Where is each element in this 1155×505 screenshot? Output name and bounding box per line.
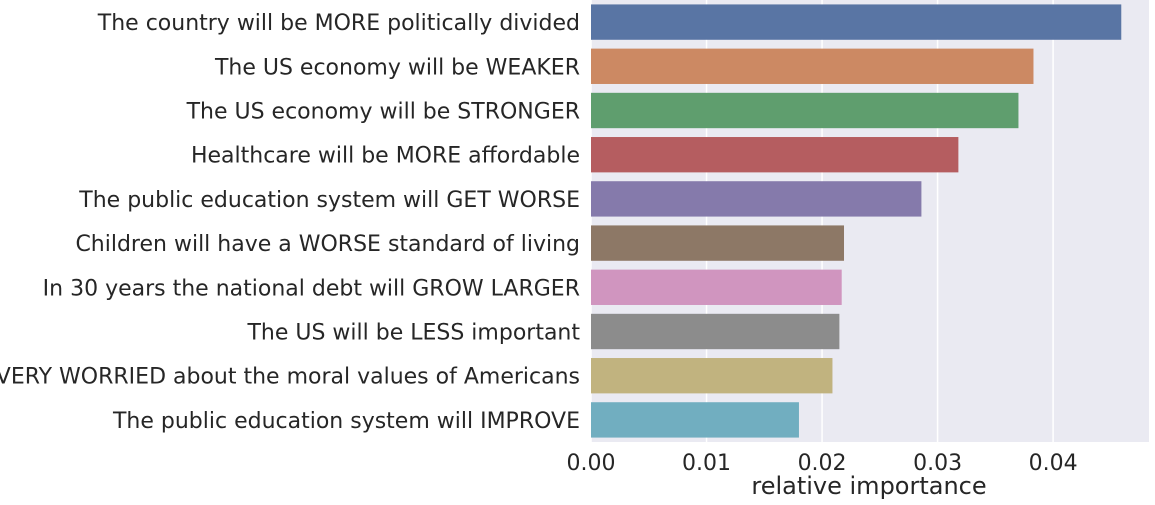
x-tick-label: 0.03: [913, 451, 962, 476]
x-tick-label: 0.04: [1029, 451, 1078, 476]
bar: [591, 358, 833, 394]
bar: [591, 269, 842, 305]
category-label: The public education system will IMPROVE: [112, 409, 580, 434]
x-tick-label: 0.00: [567, 451, 616, 476]
x-tick-label: 0.01: [682, 451, 731, 476]
category-label: The US economy will be STRONGER: [186, 100, 580, 125]
category-label: The public education system will GET WOR…: [78, 188, 580, 213]
bar: [591, 48, 1034, 84]
category-label: The country will be MORE politically div…: [97, 11, 580, 36]
bar: [591, 181, 922, 217]
category-label: The US will be LESS important: [246, 321, 580, 346]
bars: [591, 4, 1122, 438]
category-label: Children will have a WORSE standard of l…: [75, 232, 580, 257]
bar: [591, 92, 1019, 129]
bar: [591, 225, 845, 261]
category-label: Are VERY WORRIED about the moral values …: [0, 365, 580, 390]
bar: [591, 313, 840, 350]
x-tick-label: 0.02: [798, 451, 847, 476]
category-label: The US economy will be WEAKER: [214, 55, 580, 80]
category-label: In 30 years the national debt will GROW …: [43, 276, 580, 301]
bar: [591, 4, 1122, 40]
bar: [591, 137, 959, 173]
category-labels: The country will be MORE politically div…: [0, 11, 580, 434]
x-tick-labels: 0.00 0.01 0.02 0.03 0.04: [567, 451, 1078, 476]
x-axis-label: relative importance: [751, 472, 986, 500]
bar: [591, 402, 799, 438]
category-label: Healthcare will be MORE affordable: [191, 144, 580, 169]
